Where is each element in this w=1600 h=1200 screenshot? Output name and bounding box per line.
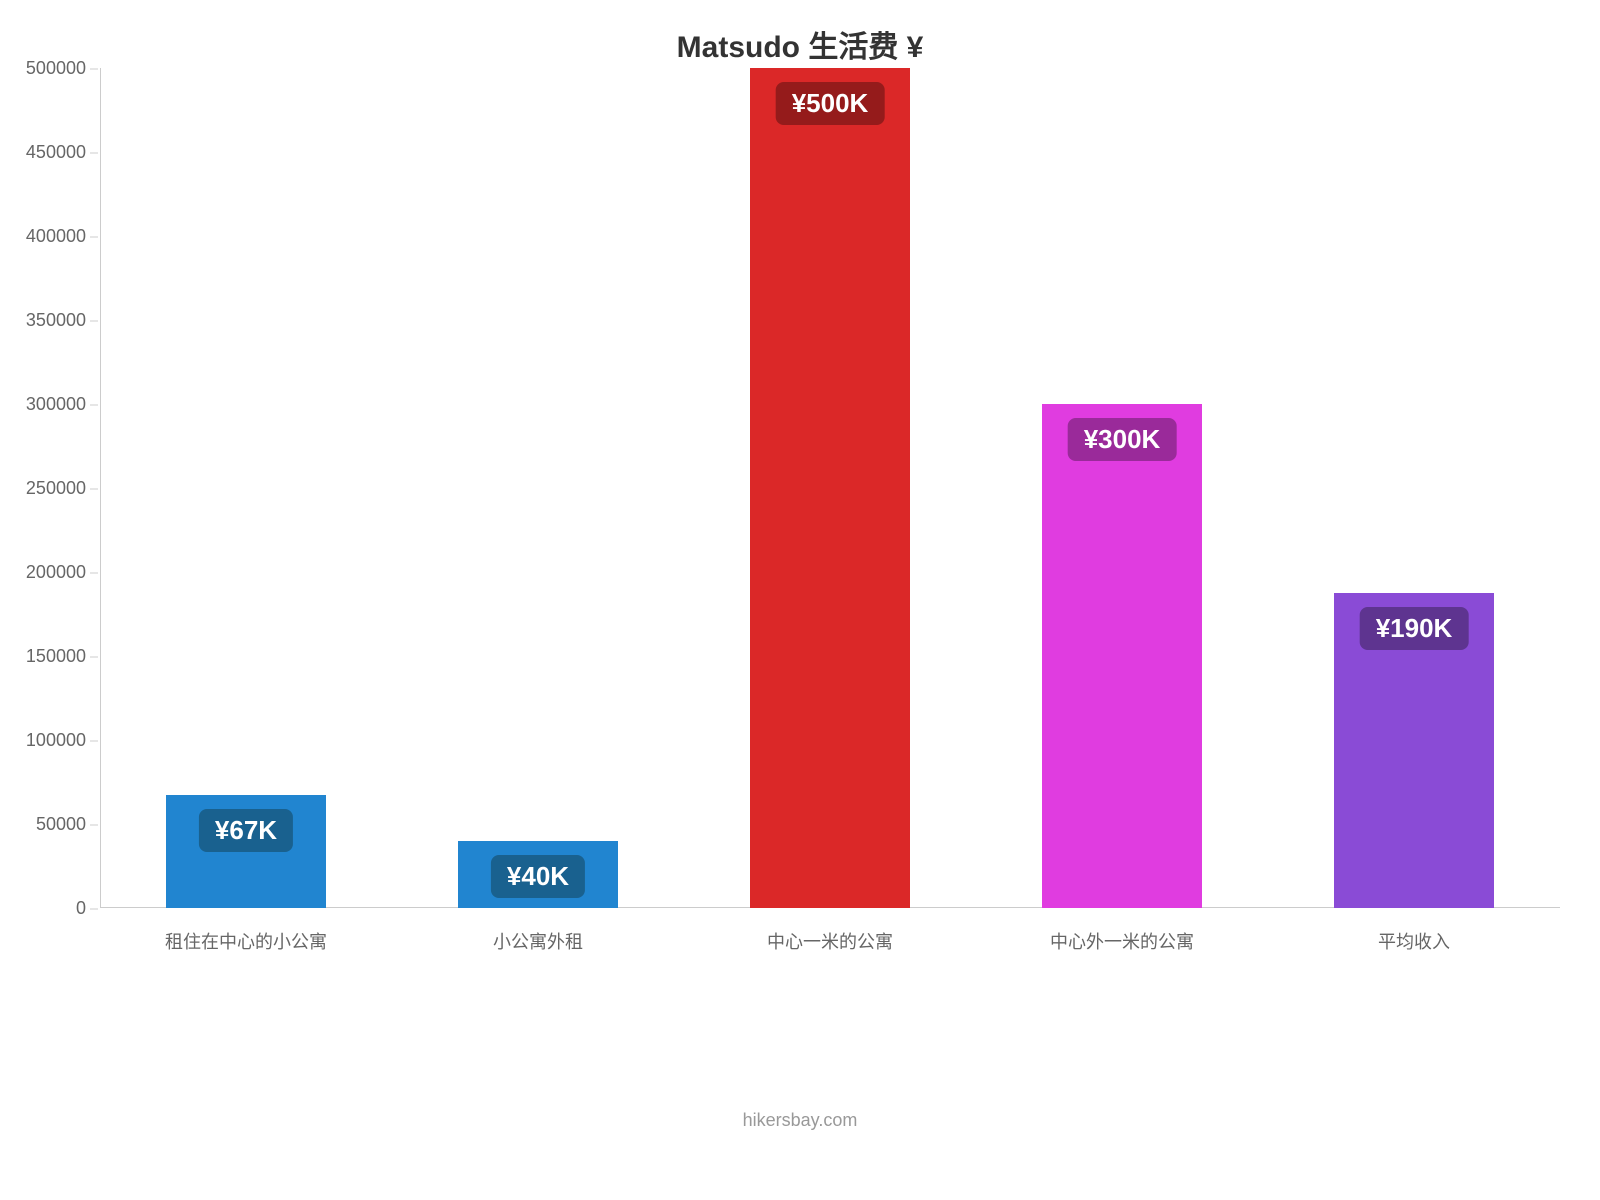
y-tick-label: 300000 xyxy=(26,394,86,415)
y-tick-mark xyxy=(90,824,98,825)
y-tick-label: 250000 xyxy=(26,478,86,499)
y-tick: 0 xyxy=(0,908,100,909)
y-tick-mark xyxy=(90,68,98,69)
y-tick-mark xyxy=(90,404,98,405)
y-tick: 500000 xyxy=(0,68,100,69)
x-category-label: 小公寓外租 xyxy=(493,928,583,954)
value-pill: ¥40K xyxy=(491,855,585,898)
y-tick-mark xyxy=(90,908,98,909)
y-tick-label: 500000 xyxy=(26,58,86,79)
y-tick: 450000 xyxy=(0,152,100,153)
y-tick-label: 150000 xyxy=(26,646,86,667)
value-pill: ¥300K xyxy=(1068,418,1177,461)
y-tick: 100000 xyxy=(0,740,100,741)
y-tick: 50000 xyxy=(0,824,100,825)
y-tick: 200000 xyxy=(0,572,100,573)
x-category-label: 租住在中心的小公寓 xyxy=(165,928,327,954)
x-category-label: 平均收入 xyxy=(1378,928,1450,954)
y-tick: 300000 xyxy=(0,404,100,405)
chart-credit: hikersbay.com xyxy=(0,1110,1600,1131)
y-tick-label: 400000 xyxy=(26,226,86,247)
bar xyxy=(1042,404,1203,908)
y-tick: 150000 xyxy=(0,656,100,657)
y-tick-label: 0 xyxy=(76,898,86,919)
bar xyxy=(750,68,911,908)
chart-title: Matsudo 生活费 ¥ xyxy=(0,22,1600,66)
x-category-label: 中心外一米的公寓 xyxy=(1050,928,1194,954)
y-tick-label: 200000 xyxy=(26,562,86,583)
y-tick-mark xyxy=(90,572,98,573)
y-tick-label: 350000 xyxy=(26,310,86,331)
y-tick-mark xyxy=(90,236,98,237)
y-tick-label: 100000 xyxy=(26,730,86,751)
y-tick-label: 50000 xyxy=(36,814,86,835)
y-tick-mark xyxy=(90,152,98,153)
cost-of-living-chart: Matsudo 生活费 ¥ hikersbay.com 0 50000 100000… xyxy=(0,0,1600,1200)
value-pill: ¥190K xyxy=(1360,607,1469,650)
y-tick-mark xyxy=(90,320,98,321)
y-tick-mark xyxy=(90,740,98,741)
y-tick-mark xyxy=(90,656,98,657)
y-tick-mark xyxy=(90,488,98,489)
x-category-label: 中心一米的公寓 xyxy=(767,928,893,954)
value-pill: ¥500K xyxy=(776,82,885,125)
y-tick: 250000 xyxy=(0,488,100,489)
y-tick: 350000 xyxy=(0,320,100,321)
value-pill: ¥67K xyxy=(199,809,293,852)
y-tick: 400000 xyxy=(0,236,100,237)
y-tick-label: 450000 xyxy=(26,142,86,163)
